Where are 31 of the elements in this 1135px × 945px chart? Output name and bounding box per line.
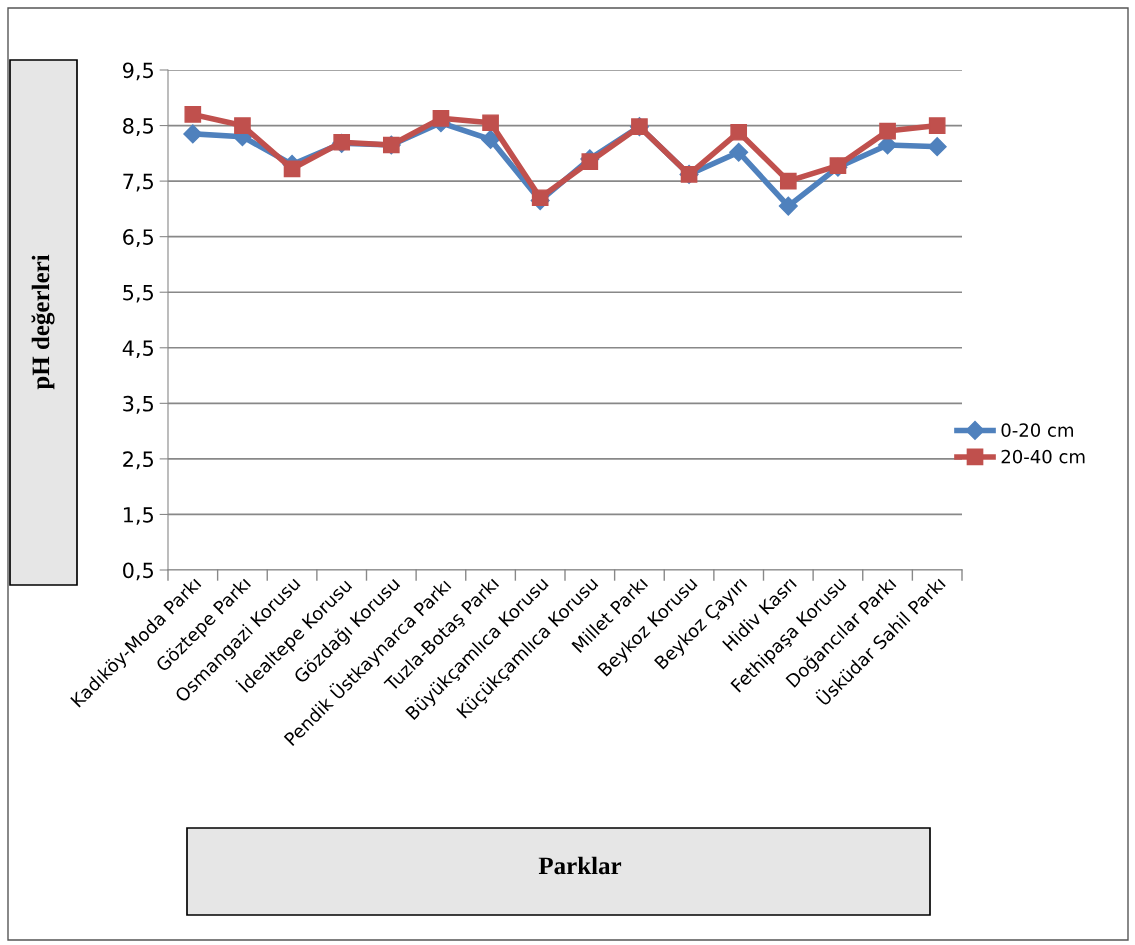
point xyxy=(482,114,499,132)
point xyxy=(779,172,797,190)
legend-label: 20-40 cm xyxy=(1001,449,1085,464)
y-tick-label: 1,5 xyxy=(123,507,153,525)
point xyxy=(481,129,501,149)
point xyxy=(879,122,896,140)
point xyxy=(729,142,749,162)
y-tick-label: 7,5 xyxy=(123,173,153,192)
y-tick-label: 8,5 xyxy=(123,118,153,136)
point xyxy=(778,196,798,216)
point xyxy=(730,123,748,141)
point xyxy=(928,117,946,134)
point xyxy=(829,157,847,174)
y-tick-label: 6,5 xyxy=(123,229,153,247)
y-tick-label: 2,5 xyxy=(123,451,153,470)
y-tick-label: 5,5 xyxy=(123,284,153,303)
point xyxy=(432,109,450,127)
point xyxy=(531,189,549,207)
point xyxy=(927,137,947,157)
point xyxy=(283,160,301,178)
y-tick-label: 9,5 xyxy=(122,62,153,81)
x-axis-title: Parklar xyxy=(538,856,622,875)
legend-label: 0-20 cm xyxy=(1001,423,1073,437)
y-axis-title: pH değerleri xyxy=(31,254,55,390)
point xyxy=(234,117,251,134)
point xyxy=(183,124,203,144)
point xyxy=(581,153,599,171)
y-tick-label: 4,5 xyxy=(122,340,153,359)
y-tick-label: 0,5 xyxy=(123,562,153,581)
y-tick-label: 3,5 xyxy=(123,395,153,414)
point xyxy=(184,106,202,123)
